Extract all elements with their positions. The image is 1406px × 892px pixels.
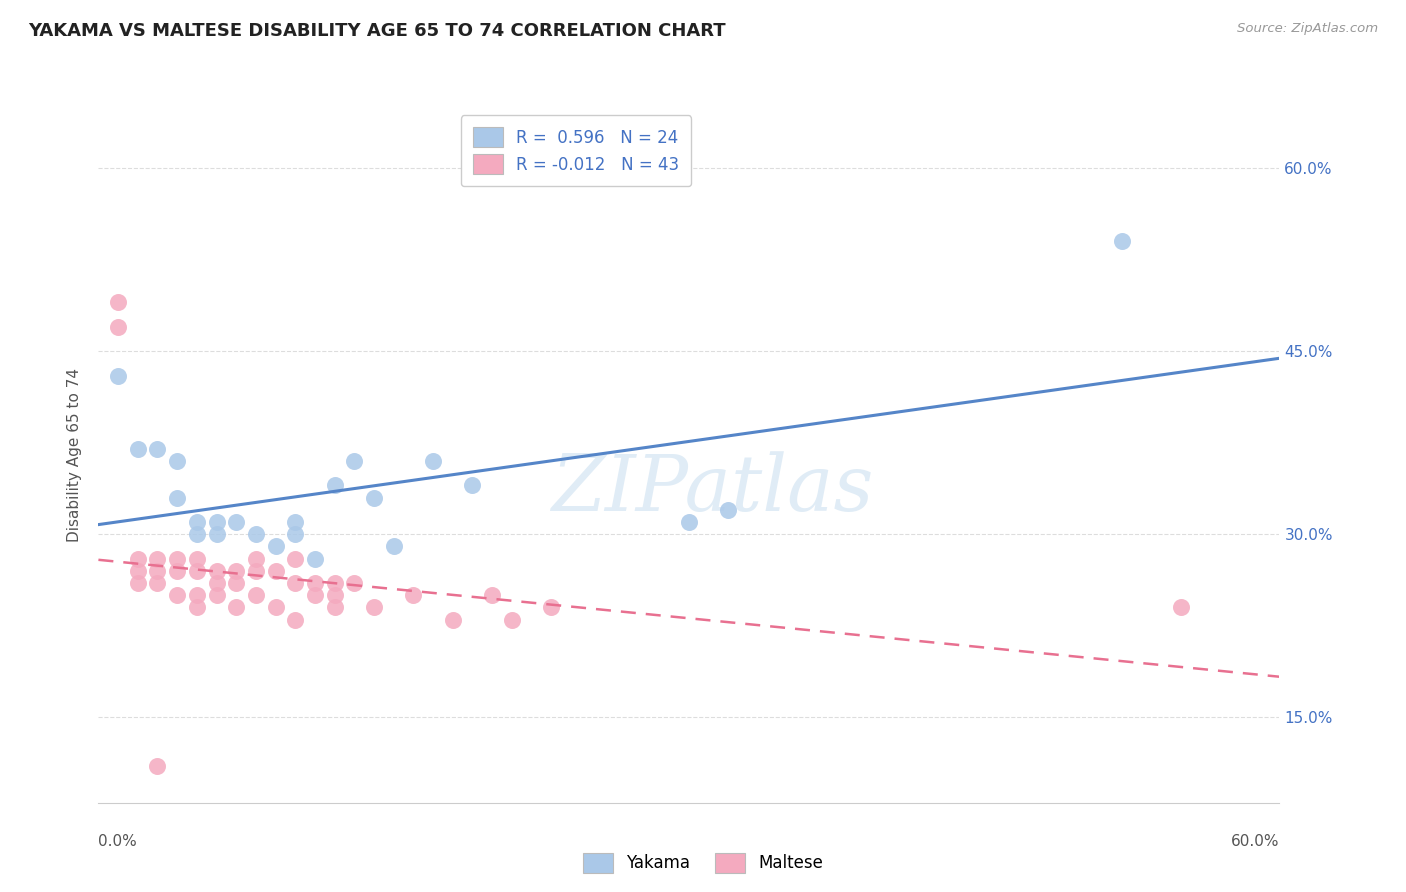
Point [205,588,228,602]
Text: 60.0%: 60.0% [1232,834,1279,849]
Point [678,515,700,529]
Point [127,576,149,591]
Point [264,564,287,578]
Point [1170,600,1192,615]
Point [166,551,188,566]
Point [363,491,385,505]
Point [284,515,307,529]
Text: YAKAMA VS MALTESE DISABILITY AGE 65 TO 74 CORRELATION CHART: YAKAMA VS MALTESE DISABILITY AGE 65 TO 7… [28,22,725,40]
Point [186,551,208,566]
Point [205,576,228,591]
Point [146,564,169,578]
Point [225,564,247,578]
Point [186,564,208,578]
Point [461,478,484,492]
Legend: R =  0.596   N = 24, R = -0.012   N = 43: R = 0.596 N = 24, R = -0.012 N = 43 [461,115,690,186]
Point [264,600,287,615]
Point [186,588,208,602]
Point [304,551,326,566]
Point [146,759,169,773]
Point [304,576,326,591]
Point [343,454,366,468]
Point [107,295,129,310]
Point [245,564,267,578]
Point [205,527,228,541]
Point [441,613,464,627]
Point [205,515,228,529]
Text: ZIPatlas: ZIPatlas [551,451,873,528]
Point [284,576,307,591]
Text: 0.0%: 0.0% [98,834,138,849]
Point [245,588,267,602]
Y-axis label: Disability Age 65 to 74: Disability Age 65 to 74 [67,368,83,542]
Point [146,576,169,591]
Point [166,588,188,602]
Point [382,540,405,554]
Point [146,551,169,566]
Point [323,478,346,492]
Point [107,368,129,383]
Point [225,576,247,591]
Point [323,600,346,615]
Legend: Yakama, Maltese: Yakama, Maltese [576,847,830,880]
Point [284,613,307,627]
Point [186,600,208,615]
Point [186,515,208,529]
Point [107,319,129,334]
Point [245,551,267,566]
Point [323,588,346,602]
Point [717,503,740,517]
Point [225,515,247,529]
Point [127,442,149,456]
Point [481,588,503,602]
Point [501,613,523,627]
Point [343,576,366,591]
Point [304,588,326,602]
Point [264,540,287,554]
Point [205,564,228,578]
Point [186,527,208,541]
Text: Source: ZipAtlas.com: Source: ZipAtlas.com [1237,22,1378,36]
Point [1111,235,1133,249]
Point [402,588,425,602]
Point [363,600,385,615]
Point [422,454,444,468]
Point [166,454,188,468]
Point [284,551,307,566]
Point [225,600,247,615]
Point [127,564,149,578]
Point [127,551,149,566]
Point [323,576,346,591]
Point [166,564,188,578]
Point [146,442,169,456]
Point [284,527,307,541]
Point [245,527,267,541]
Point [540,600,562,615]
Point [166,491,188,505]
